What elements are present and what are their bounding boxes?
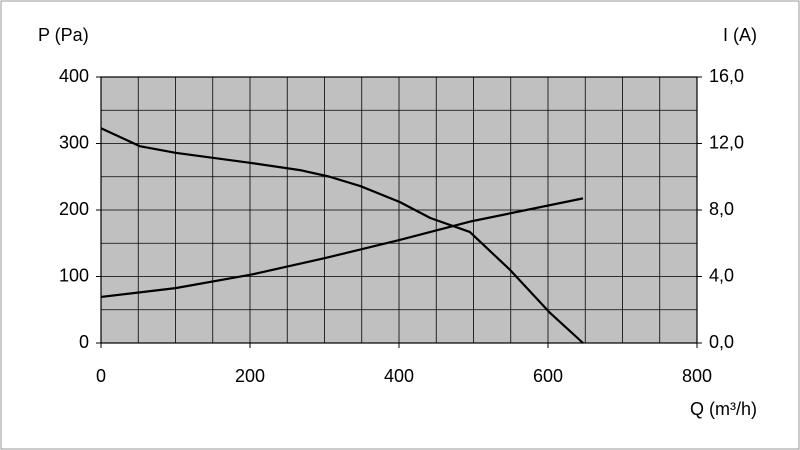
y-tick-label: 400 xyxy=(59,66,89,86)
line-series xyxy=(100,127,584,344)
x-tick-label: 0 xyxy=(96,366,106,386)
x-tick-label: 200 xyxy=(235,366,265,386)
y-tick-label: 200 xyxy=(59,199,89,219)
y2-tick-label: 12,0 xyxy=(709,132,744,152)
x-tick-label: 400 xyxy=(384,366,414,386)
y2-tick-label: 8,0 xyxy=(709,199,734,219)
y2-tick-label: 4,0 xyxy=(709,265,734,285)
y-tick-label: 300 xyxy=(59,132,89,152)
y-tick-label: 100 xyxy=(59,265,89,285)
line-series xyxy=(100,197,584,299)
x-tick-label: 800 xyxy=(682,366,712,386)
y-tick-label: 0 xyxy=(79,332,89,352)
y2-axis-label: I (A) xyxy=(723,25,757,45)
x-axis-label: Q (m³/h) xyxy=(690,399,757,419)
y-axis-label: P (Pa) xyxy=(38,25,89,45)
y2-tick-label: 0,0 xyxy=(709,332,734,352)
y2-tick-label: 16,0 xyxy=(709,66,744,86)
x-tick-label: 600 xyxy=(533,366,563,386)
